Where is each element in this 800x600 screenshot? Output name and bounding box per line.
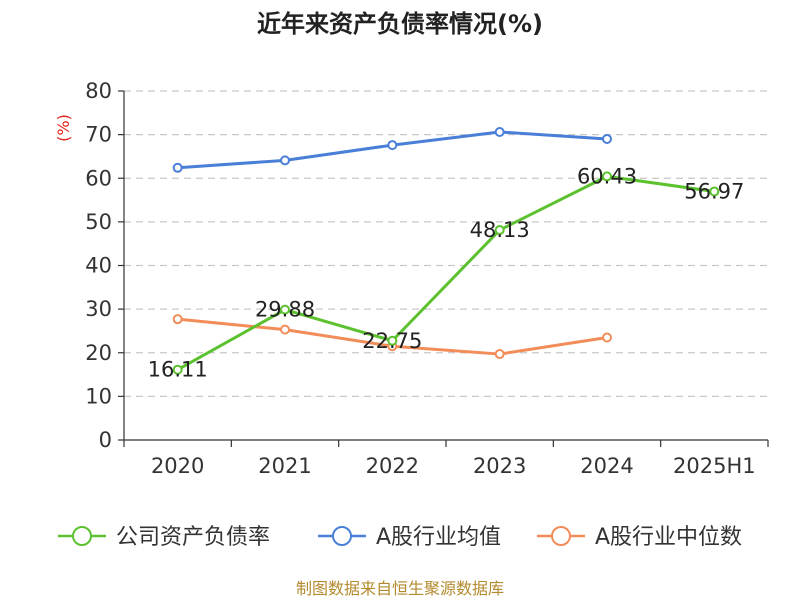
point-2-2024	[602, 332, 612, 343]
data-label-2023: 48.13	[470, 218, 530, 242]
y-tick-label-60: 60	[85, 166, 112, 190]
x-tick-label-2023: 2023	[473, 454, 526, 478]
point-1-2021	[280, 155, 290, 166]
x-tick-label-2022: 2022	[366, 454, 419, 478]
x-tick-label-2024: 2024	[580, 454, 633, 478]
legend-marker-0	[72, 526, 92, 546]
y-tick-label-40: 40	[85, 254, 112, 278]
data-label-2022: 22.75	[362, 329, 422, 353]
point-1-2022	[387, 140, 398, 151]
point-2-2023	[494, 349, 505, 360]
legend-label-0: 公司资产负债率	[116, 525, 270, 550]
series-layer	[172, 127, 720, 375]
point-2-2021	[280, 324, 290, 335]
chart-title: 近年来资产负债率情况(%)	[257, 10, 543, 38]
data-labels: 16.11 29.88 22.75 48.13 60.43 56.97	[148, 164, 745, 381]
y-tick-label-20: 20	[85, 341, 112, 365]
legend: 公司资产负债率 A股行业均值 A股行业中位数	[58, 525, 742, 550]
y-tick-label-80: 80	[85, 79, 112, 103]
point-0-2025H1	[709, 186, 720, 197]
axes: 0 10 20 30 40 50 60 70 80 2020 2021 2022 2023 2024 202…	[85, 79, 769, 478]
y-tick-label-10: 10	[85, 384, 112, 408]
y-tick-label-30: 30	[85, 297, 112, 321]
series-line-0	[176, 174, 715, 372]
point-0-2021	[280, 304, 290, 315]
point-0-2024	[602, 171, 612, 182]
data-label-2024: 60.43	[577, 164, 637, 188]
point-1-2023	[494, 127, 505, 138]
y-tick-label-70: 70	[85, 123, 112, 147]
point-1-2024	[602, 133, 612, 144]
x-tick-label-2021: 2021	[258, 454, 311, 478]
legend-marker-2	[551, 526, 571, 546]
x-tick-label-2020: 2020	[151, 454, 204, 478]
point-1-2020	[172, 162, 183, 173]
y-tick-label-50: 50	[85, 210, 112, 234]
legend-label-2: A股行业中位数	[595, 525, 742, 550]
point-0-2022	[387, 335, 398, 346]
data-label-2025H1: 56.97	[684, 179, 744, 203]
source-note: 制图数据来自恒生聚源数据库	[296, 579, 504, 598]
x-tick-label-2025H1: 2025H1	[673, 454, 756, 478]
point-0-2023	[494, 225, 505, 236]
y-axis-label: (%)	[54, 114, 73, 142]
point-2-2020	[172, 314, 183, 325]
data-label-2020: 16.11	[148, 358, 208, 382]
data-label-2021: 29.88	[255, 298, 315, 322]
point-0-2020	[172, 364, 183, 375]
y-tick-label-0: 0	[99, 428, 112, 452]
legend-label-1: A股行业均值	[376, 525, 501, 550]
legend-marker-1	[332, 526, 352, 546]
